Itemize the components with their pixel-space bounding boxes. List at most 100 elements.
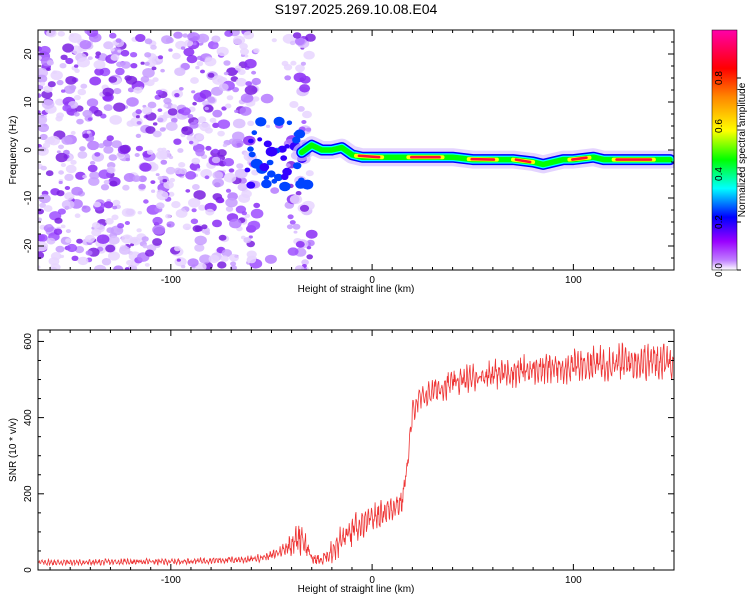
noise-blob <box>232 118 246 129</box>
noise-blob <box>189 121 199 129</box>
ridge-hot-red <box>357 154 381 159</box>
noise-blob <box>59 62 67 69</box>
noise-blob <box>77 256 89 266</box>
noise-blob <box>217 149 227 157</box>
noise-blob <box>305 170 314 177</box>
noise-blob <box>174 257 187 267</box>
noise-blob <box>232 35 246 45</box>
noise-blob <box>196 61 204 67</box>
noise-blob <box>106 227 114 234</box>
noise-blob <box>96 234 110 244</box>
noise-blob <box>161 114 168 120</box>
noise-blob <box>94 68 104 76</box>
noise-blob <box>228 168 235 173</box>
noise-blob <box>89 76 102 86</box>
noise-blob <box>160 68 165 73</box>
noise-blob <box>198 204 207 211</box>
noise-blob <box>80 83 88 89</box>
noise-blob <box>271 38 277 43</box>
noise-blob <box>124 267 130 270</box>
noise-blob <box>207 96 215 102</box>
transition-blob <box>286 120 293 126</box>
noise-blob <box>91 228 102 237</box>
noise-blob <box>46 67 51 71</box>
noise-blob <box>230 261 237 267</box>
noise-blob <box>74 64 79 68</box>
noise-blob <box>167 108 178 116</box>
snr-plot-area <box>38 330 674 570</box>
noise-blob <box>108 235 120 245</box>
noise-blob <box>126 97 139 107</box>
transition-blob <box>282 167 292 176</box>
noise-blob <box>178 162 186 168</box>
noise-blob <box>306 254 314 260</box>
noise-blob <box>301 120 307 124</box>
noise-blob <box>223 71 229 76</box>
noise-blob <box>140 76 150 83</box>
noise-blob <box>43 85 53 93</box>
noise-blob <box>85 250 93 256</box>
noise-blob <box>293 230 298 234</box>
noise-blob <box>84 234 96 243</box>
noise-blob <box>293 72 307 83</box>
noise-blob <box>297 106 305 112</box>
noise-blob <box>174 245 181 252</box>
noise-blob <box>234 168 248 179</box>
noise-blob <box>192 42 197 46</box>
noise-blob <box>244 85 258 95</box>
noise-blob <box>103 41 114 50</box>
noise-blob <box>289 220 296 225</box>
noise-blob <box>47 224 52 228</box>
noise-blob <box>217 261 227 269</box>
noise-blob <box>196 33 210 43</box>
noise-blob <box>201 224 208 230</box>
transition-blob <box>280 155 288 161</box>
transition-blob <box>248 138 254 144</box>
snr-panel: -100 0 100 0 200 400 600 Height of straight li… <box>8 329 675 595</box>
noise-blob <box>222 143 228 148</box>
noise-blob <box>284 75 292 81</box>
noise-blob <box>152 238 163 246</box>
noise-blob <box>120 61 131 69</box>
noise-blob <box>125 75 138 85</box>
transition-blob <box>255 117 267 127</box>
noise-blob <box>79 40 92 50</box>
noise-blob <box>135 34 146 42</box>
noise-blob <box>185 171 197 180</box>
noise-blob <box>38 84 44 91</box>
noise-blob <box>212 75 225 85</box>
noise-blob <box>71 255 79 261</box>
snr-x-axis-label: Height of straight line (km) <box>298 584 415 595</box>
noise-blob <box>305 127 312 132</box>
spectrogram-y-tick-label: 0 <box>23 147 34 153</box>
snr-ticks: -100 0 100 0 200 400 600 <box>23 330 675 586</box>
noise-blob <box>168 191 175 197</box>
snr-y-tick-label: 200 <box>23 485 34 502</box>
noise-blob <box>244 54 249 58</box>
spectrogram-x-tick-label: 100 <box>565 275 582 286</box>
noise-blob <box>192 225 202 233</box>
noise-blob <box>162 179 168 183</box>
noise-blob <box>76 118 84 125</box>
noise-blob <box>157 117 164 123</box>
noise-blob <box>95 55 100 59</box>
noise-blob <box>305 229 318 239</box>
noise-blob <box>244 213 251 218</box>
noise-blob <box>239 43 248 50</box>
noise-blob <box>212 44 219 49</box>
noise-blob <box>55 152 68 163</box>
noise-blob <box>39 133 48 141</box>
colorbar-tick-label: 0.8 <box>714 71 725 85</box>
noise-blob <box>145 249 155 257</box>
noise-blob <box>38 146 49 156</box>
noise-blob <box>79 146 86 152</box>
noise-blob <box>181 264 186 269</box>
snr-frame <box>37 329 675 571</box>
noise-blob <box>77 88 87 96</box>
noise-blob <box>265 124 271 128</box>
noise-blob <box>171 104 178 109</box>
noise-blob <box>155 173 160 177</box>
noise-blob <box>105 218 114 225</box>
noise-blob <box>289 194 303 205</box>
noise-blob <box>76 238 83 244</box>
